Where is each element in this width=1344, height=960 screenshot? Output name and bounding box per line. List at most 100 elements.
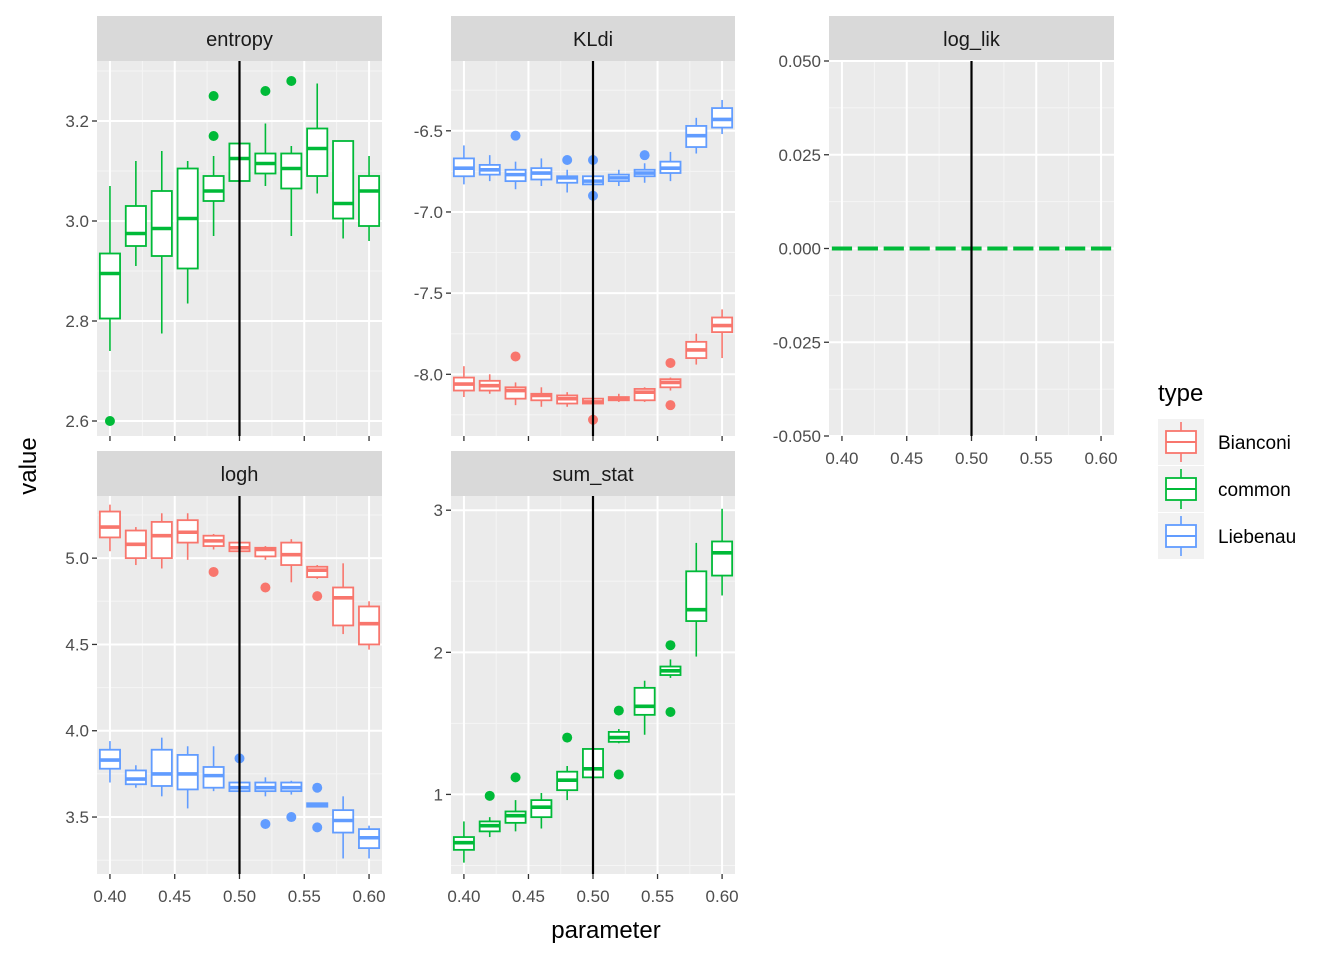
outlier-point: [208, 566, 219, 577]
facet-strip: [97, 451, 382, 496]
series-common: [98, 76, 381, 426]
y-tick-label: 4.5: [65, 635, 89, 654]
y-tick-label: 2.6: [65, 412, 89, 431]
box-body: [150, 520, 173, 560]
x-tick-label: 0.50: [223, 887, 256, 906]
box-body: [124, 205, 147, 247]
y-tick-label: 3.5: [65, 808, 89, 827]
outlier-point: [312, 822, 323, 833]
outlier-point: [208, 131, 219, 141]
y-axis-title: value: [15, 437, 42, 494]
outlier-point: [312, 782, 323, 793]
x-tick-label: 0.40: [825, 449, 858, 468]
y-tick-label: 0.025: [778, 146, 821, 165]
y-tick-label: -7.5: [414, 284, 443, 303]
outlier-point: [665, 640, 676, 651]
x-axis-title: parameter: [551, 917, 660, 944]
outlier-point: [639, 150, 650, 161]
y-tick-label: -0.050: [773, 427, 821, 446]
box-body: [98, 510, 121, 539]
y-tick-label: 3.0: [65, 212, 89, 231]
x-tick-label: 0.55: [288, 887, 321, 906]
outlier-point: [260, 818, 271, 829]
y-tick-label: -7.0: [414, 203, 443, 222]
outlier-point: [510, 351, 521, 362]
outlier-point: [613, 769, 624, 780]
outlier-point: [484, 790, 495, 801]
box-body: [280, 152, 303, 190]
x-tick-label: 0.60: [352, 887, 385, 906]
y-tick-label: 3: [434, 501, 443, 520]
outlier-point: [510, 130, 521, 141]
x-tick-label: 0.45: [158, 887, 191, 906]
legend-label: Liebenau: [1218, 527, 1296, 548]
outlier-point: [104, 416, 115, 426]
legend-label: common: [1218, 480, 1291, 501]
box-body: [685, 570, 708, 622]
x-tick-label: 0.40: [93, 887, 126, 906]
outlier-point: [665, 357, 676, 368]
x-tick-label: 0.55: [641, 887, 674, 906]
legend: type Bianconi common Liebenau: [1158, 380, 1296, 559]
facet-panels: entropy 2.6 2.8 3.0 3.2 KLdi -8.0 -7.5 -7.0 -6.5 l…: [65, 16, 1118, 906]
x-tick-label: 0.40: [447, 887, 480, 906]
facet-panel-entropy: entropy 2.6 2.8 3.0 3.2: [65, 16, 382, 441]
legend-item-Bianconi: Bianconi: [1158, 419, 1291, 465]
y-tick-label: 0.050: [778, 52, 821, 71]
facet-strip: [451, 451, 735, 496]
y-tick-label: 1: [434, 785, 443, 804]
y-tick-label: 0.000: [778, 240, 821, 259]
series-Bianconi: [452, 309, 734, 425]
outlier-point: [260, 86, 271, 96]
box-body: [633, 388, 656, 402]
outlier-point: [510, 772, 521, 783]
outlier-point: [286, 812, 297, 823]
box-body: [711, 540, 734, 577]
outlier-point: [312, 591, 323, 602]
facet-panel-logh: logh 3.5 4.0 4.5 5.0 0.40 0.45 0.50 0.55 0.60: [65, 451, 386, 906]
x-tick-label: 0.50: [576, 887, 609, 906]
legend-item-Liebenau: Liebenau: [1158, 513, 1296, 559]
x-tick-label: 0.45: [512, 887, 545, 906]
y-tick-label: -0.025: [773, 333, 821, 352]
x-tick-label: 0.60: [1084, 449, 1117, 468]
outlier-point: [286, 76, 297, 86]
y-tick-label: 2.8: [65, 312, 89, 331]
y-tick-label: -8.0: [414, 365, 443, 384]
box-body: [633, 686, 656, 716]
outlier-point: [562, 732, 573, 743]
x-tick-label: 0.60: [706, 887, 739, 906]
facet-panel-sum_stat: sum_stat 1 2 3 0.40 0.45 0.50 0.55 0.60: [434, 451, 739, 906]
y-tick-label: 2: [434, 643, 443, 662]
outlier-point: [562, 155, 573, 166]
facet-strip-label: logh: [221, 464, 259, 486]
facet-strip: [829, 16, 1114, 61]
y-tick-label: -6.5: [414, 122, 443, 141]
y-tick-label: 4.0: [65, 722, 89, 741]
box-body: [150, 190, 173, 257]
facet-strip: [451, 16, 735, 61]
outlier-point: [613, 705, 624, 716]
box-body: [306, 127, 329, 177]
x-tick-label: 0.55: [1020, 449, 1053, 468]
outlier-point: [665, 400, 676, 411]
series-common: [452, 508, 734, 863]
facet-strip-label: KLdi: [573, 29, 613, 51]
box-body: [202, 175, 225, 202]
box-body: [150, 748, 173, 787]
y-tick-label: 5.0: [65, 549, 89, 568]
box-body: [504, 386, 527, 400]
box-body: [332, 586, 355, 627]
y-tick-label: 3.2: [65, 112, 89, 131]
x-tick-label: 0.50: [955, 449, 988, 468]
facet-strip-label: entropy: [206, 29, 273, 51]
outlier-point: [208, 91, 219, 101]
box-body: [98, 252, 121, 320]
facet-strip-label: sum_stat: [552, 464, 634, 486]
outlier-point: [665, 707, 676, 717]
facet-panel-KLdi: KLdi -8.0 -7.5 -7.0 -6.5: [414, 16, 735, 441]
facet-strip: [97, 16, 382, 61]
box-body: [358, 175, 381, 227]
legend-label: Bianconi: [1218, 433, 1291, 454]
